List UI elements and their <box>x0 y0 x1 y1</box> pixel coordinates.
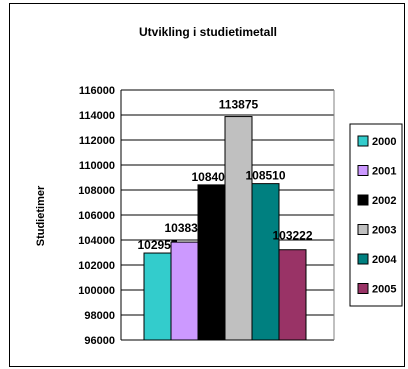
legend-swatch-2003 <box>357 224 369 235</box>
y-tick-label: 100000 <box>78 285 115 297</box>
legend-swatch-2001 <box>357 165 369 176</box>
legend-swatch-2005 <box>357 283 369 294</box>
y-tick-label: 114000 <box>79 110 115 122</box>
legend-label-2003: 2003 <box>372 225 396 237</box>
bar-2001 <box>170 241 199 341</box>
y-tick-label: 104000 <box>78 235 115 247</box>
legend-box <box>349 123 403 307</box>
data-label-2003: 113875 <box>219 98 259 112</box>
legend-label-2001: 2001 <box>372 166 396 178</box>
data-label-2004: 108510 <box>245 169 285 183</box>
legend-label-2005: 2005 <box>372 284 396 296</box>
legend-swatch-2004 <box>357 253 369 265</box>
bar-2005 <box>278 249 307 341</box>
y-tick-label: 96000 <box>84 335 115 347</box>
legend-swatch-2000 <box>357 135 369 147</box>
y-axis-label: Studietimer <box>35 185 47 246</box>
y-tick-label: 106000 <box>78 210 115 222</box>
chart-title: Utvikling i studietimetall <box>138 25 278 39</box>
data-label-2001: 103831 <box>164 221 204 235</box>
y-tick-label: 110000 <box>79 160 115 172</box>
data-label-2002: 108409 <box>191 170 231 184</box>
legend-label-2000: 2000 <box>372 136 396 148</box>
y-tick-label: 102000 <box>78 260 115 272</box>
y-tick-label: 112000 <box>79 135 115 147</box>
legend-label-2002: 2002 <box>372 195 396 207</box>
legend-label-2004: 2004 <box>372 254 397 266</box>
data-label-2005: 103222 <box>272 229 312 243</box>
y-tick-label: 108000 <box>78 185 115 197</box>
bar-2002 <box>197 184 226 341</box>
y-tick-label: 116000 <box>79 85 115 97</box>
bar-2004 <box>251 183 280 341</box>
bar-2003 <box>224 116 253 341</box>
data-label-2000: 102957 <box>137 238 177 252</box>
bar-2000 <box>143 252 172 341</box>
y-tick-label: 98000 <box>84 310 115 322</box>
legend-swatch-2002 <box>357 194 369 206</box>
